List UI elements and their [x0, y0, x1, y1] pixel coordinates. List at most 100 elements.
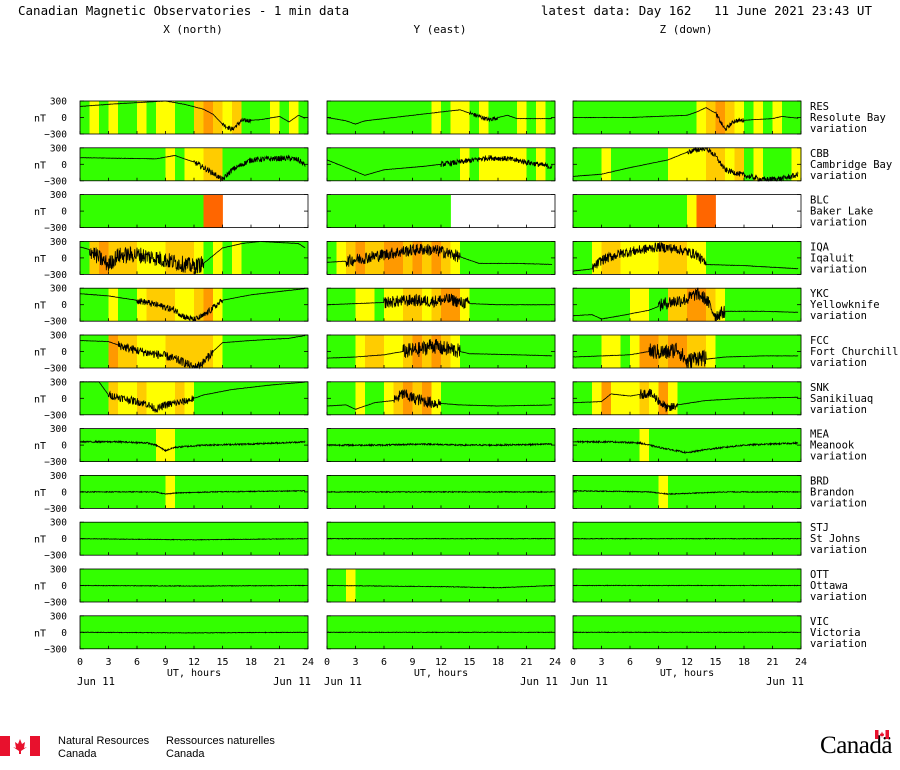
panel-ott-x	[79, 568, 309, 603]
variation-trace	[327, 338, 553, 359]
activity-band-quiet	[241, 241, 309, 275]
activity-band-active	[232, 101, 242, 134]
panel-ykc-x	[79, 287, 309, 323]
panel-iqa-y	[326, 240, 556, 275]
nrc-english-line2: Canada	[58, 748, 97, 760]
y-tick-label: 0	[61, 347, 67, 358]
activity-band-quiet	[194, 381, 309, 415]
activity-band-unsettled	[213, 288, 223, 322]
activity-band-quiet	[460, 335, 556, 368]
variation-trace	[79, 631, 306, 634]
panel-res-y	[326, 100, 556, 135]
activity-band-unsettled	[355, 335, 366, 368]
variation-trace	[326, 537, 553, 540]
activity-band-unsettled	[601, 335, 621, 368]
activity-band-unsettled	[213, 335, 223, 368]
activity-band-unsettled	[213, 241, 223, 275]
activity-band-storm	[108, 335, 119, 368]
variation-trace	[326, 389, 553, 410]
activity-band-unsettled	[668, 147, 707, 181]
panel-mea-x	[79, 428, 309, 463]
activity-band-unsettled	[753, 101, 764, 134]
y-tick-label: 0	[61, 394, 67, 405]
y-tick-label: 0	[61, 534, 67, 545]
x-tick-label: 3	[598, 657, 604, 668]
activity-band-quiet	[118, 101, 138, 134]
activity-band-quiet	[469, 147, 480, 181]
variation-trace	[572, 631, 799, 634]
panel-brd-y	[326, 474, 556, 509]
panel-snk-x	[79, 381, 309, 416]
activity-band-quiet	[545, 147, 556, 181]
footer: Natural Resources Canada Ressources natu…	[0, 728, 900, 770]
x-tick-label: 21	[520, 657, 532, 668]
x-tick-label: 0	[570, 657, 576, 668]
station-name: Victoria	[810, 627, 861, 639]
activity-band-unsettled	[384, 381, 394, 415]
activity-band-unsettled	[336, 241, 347, 275]
panel-res-z	[572, 100, 802, 135]
activity-band-unsettled	[687, 194, 697, 228]
variation-trace	[326, 155, 553, 176]
y-tick-label: −300	[44, 364, 67, 375]
activity-band-quiet	[327, 335, 356, 368]
y-tick-label: 0	[61, 113, 67, 124]
activity-band-quiet	[526, 101, 537, 134]
activity-band-quiet	[327, 241, 337, 275]
date-end-label: Jun 11	[520, 676, 558, 688]
activity-band-unsettled	[222, 101, 233, 134]
x-tick-label: 15	[709, 657, 721, 668]
variation-trace	[572, 439, 799, 454]
activity-band-unsettled	[517, 101, 527, 134]
variation-trace	[326, 243, 553, 267]
station-code: IQA	[810, 241, 830, 253]
y-axis-unit: nT	[34, 160, 46, 171]
activity-band-quiet	[573, 428, 640, 462]
x-axis-label: UT, hours	[414, 668, 468, 679]
variation-trace	[572, 388, 799, 413]
activity-band-quiet	[222, 147, 309, 181]
activity-band-quiet	[441, 381, 556, 415]
activity-band-unsettled	[431, 101, 442, 134]
station-name: Cambridge Bay	[810, 159, 892, 171]
y-tick-label: 0	[61, 628, 67, 639]
activity-band-quiet	[365, 381, 385, 415]
variation-trace	[79, 240, 306, 275]
panel-cbb-y	[326, 147, 556, 182]
activity-band-unsettled	[639, 428, 650, 462]
variation-trace	[326, 293, 553, 310]
station-variation-label: variation	[810, 217, 867, 229]
variation-trace	[326, 631, 553, 634]
activity-band-unsettled	[536, 101, 546, 134]
wordmark-flag-icon	[875, 730, 889, 739]
station-name: Fort Churchill	[810, 346, 899, 358]
activity-band-quiet	[573, 335, 602, 368]
activity-band-quiet	[763, 101, 773, 134]
activity-band-unsettled	[706, 335, 716, 368]
activity-band-quiet	[611, 147, 669, 181]
x-tick-label: 18	[245, 657, 257, 668]
y-tick-label: −300	[44, 410, 67, 421]
activity-band-quiet	[545, 101, 556, 134]
y-axis-unit: nT	[34, 301, 46, 312]
activity-band-unsettled	[630, 288, 650, 322]
station-variation-label: variation	[810, 170, 867, 182]
panel-blc-z	[572, 194, 802, 229]
y-tick-label: 300	[50, 424, 67, 435]
y-axis-unit: nT	[34, 488, 46, 499]
variation-trace	[326, 584, 553, 589]
activity-band-unsettled	[384, 335, 404, 368]
magnetometer-chart: Canadian Magnetic Observatories - 1 min …	[18, 3, 899, 688]
y-tick-label: −300	[44, 317, 67, 328]
x-axis-label: UT, hours	[167, 668, 221, 679]
y-tick-label: 300	[50, 143, 67, 154]
activity-band-active	[165, 335, 176, 368]
station-variation-label: variation	[810, 638, 867, 650]
activity-band-unsettled	[715, 288, 726, 322]
x-tick-label: 18	[492, 657, 504, 668]
activity-band-quiet	[118, 288, 138, 322]
activity-band-quiet	[573, 381, 593, 415]
activity-band-storm	[412, 241, 423, 275]
activity-band-active	[412, 381, 423, 415]
